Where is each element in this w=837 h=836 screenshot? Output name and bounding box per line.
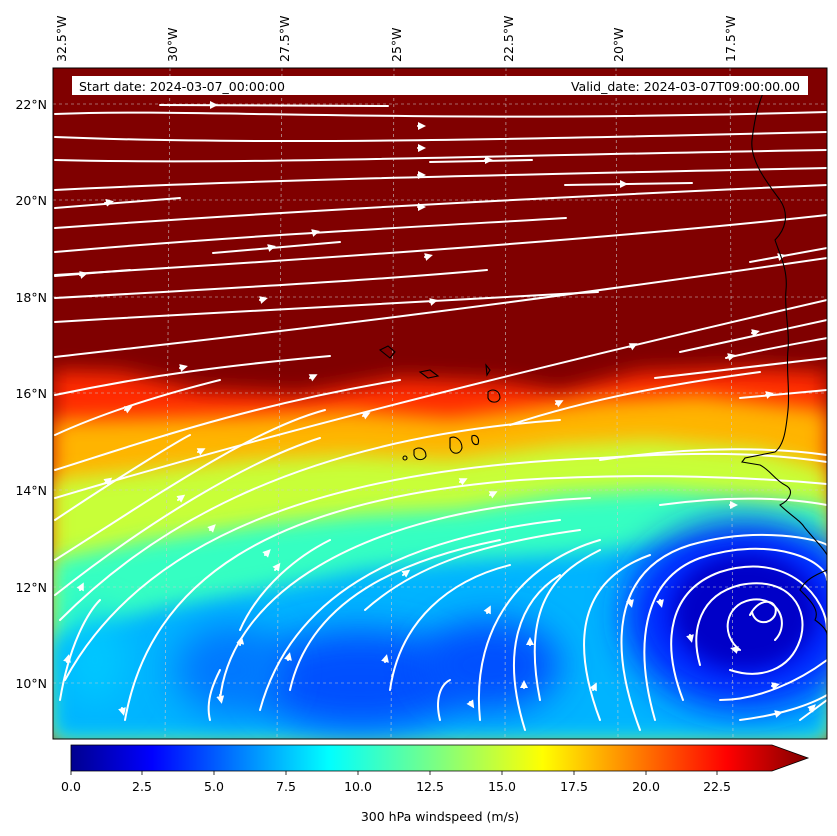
colorbar-scale	[70, 744, 810, 772]
date-info-box	[72, 76, 808, 95]
lat-tick-label: 10°N	[15, 676, 47, 691]
lat-tick-label: 12°N	[15, 580, 47, 595]
map-frame	[52, 67, 828, 740]
windspeed-field	[53, 68, 827, 739]
lon-tick-label: 32.5°W	[54, 16, 69, 62]
lat-tick-label: 22°N	[15, 97, 47, 112]
lat-tick-label: 18°N	[15, 290, 47, 305]
lon-tick-label: 30°W	[165, 27, 180, 62]
valid-date-label: Valid_date: 2024-03-07T09:00:00.00	[571, 79, 800, 94]
colorbar-tick-label: 15.0	[488, 779, 516, 794]
colorbar-tick-label: 7.5	[276, 779, 296, 794]
colorbar-tick-label: 2.5	[132, 779, 152, 794]
colorbar-tick-label: 0.0	[61, 779, 81, 794]
lon-tick-label: 17.5°W	[723, 16, 738, 62]
colorbar-tick-label: 12.5	[416, 779, 444, 794]
start-date-label: Start date: 2024-03-07_00:00:00	[79, 79, 285, 94]
lon-tick-label: 25°W	[389, 27, 404, 62]
colorbar-tick-label: 22.5	[703, 779, 731, 794]
streamlines	[54, 101, 827, 731]
colorbar-tick-label: 10.0	[344, 779, 372, 794]
lon-tick-label: 22.5°W	[501, 16, 516, 62]
colorbar: 0.0 2.5 5.0 7.5 10.0 12.5 15.0 17.5 20.0…	[61, 744, 810, 824]
lat-tick-label: 20°N	[15, 193, 47, 208]
lon-tick-label: 27.5°W	[277, 16, 292, 62]
lat-tick-label: 16°N	[15, 386, 47, 401]
colorbar-title: 300 hPa windspeed (m/s)	[361, 809, 519, 824]
lat-tick-label: 14°N	[15, 483, 47, 498]
colorbar-tick-label: 20.0	[632, 779, 660, 794]
coastline	[378, 79, 827, 636]
colorbar-tick-label: 5.0	[204, 779, 224, 794]
colorbar-tick-label: 17.5	[560, 779, 588, 794]
lon-tick-label: 20°W	[611, 27, 626, 62]
